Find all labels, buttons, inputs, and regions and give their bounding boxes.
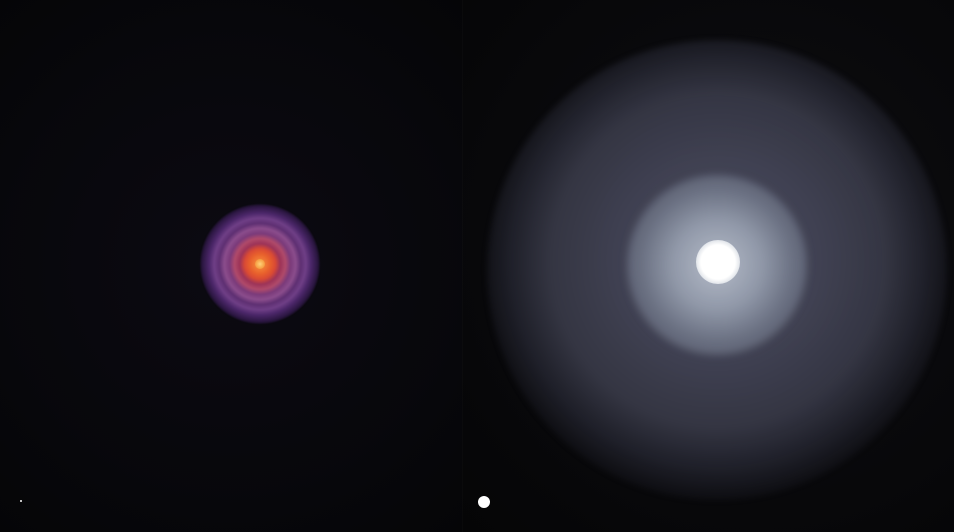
panel-divider [462,0,463,532]
halo-bright-core [696,240,740,284]
scale-marker-small [20,500,22,502]
ringed-disk-core [255,259,265,269]
scale-marker-large [478,496,490,508]
